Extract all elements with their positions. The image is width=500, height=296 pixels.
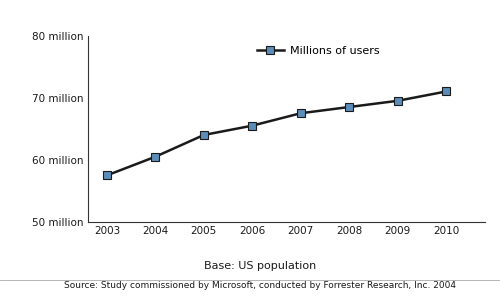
Legend: Millions of users: Millions of users (252, 41, 384, 60)
Text: Base: US population: Base: US population (204, 261, 316, 271)
Text: Source: Study commissioned by Microsoft, conducted by Forrester Research, Inc. 2: Source: Study commissioned by Microsoft,… (64, 281, 456, 290)
